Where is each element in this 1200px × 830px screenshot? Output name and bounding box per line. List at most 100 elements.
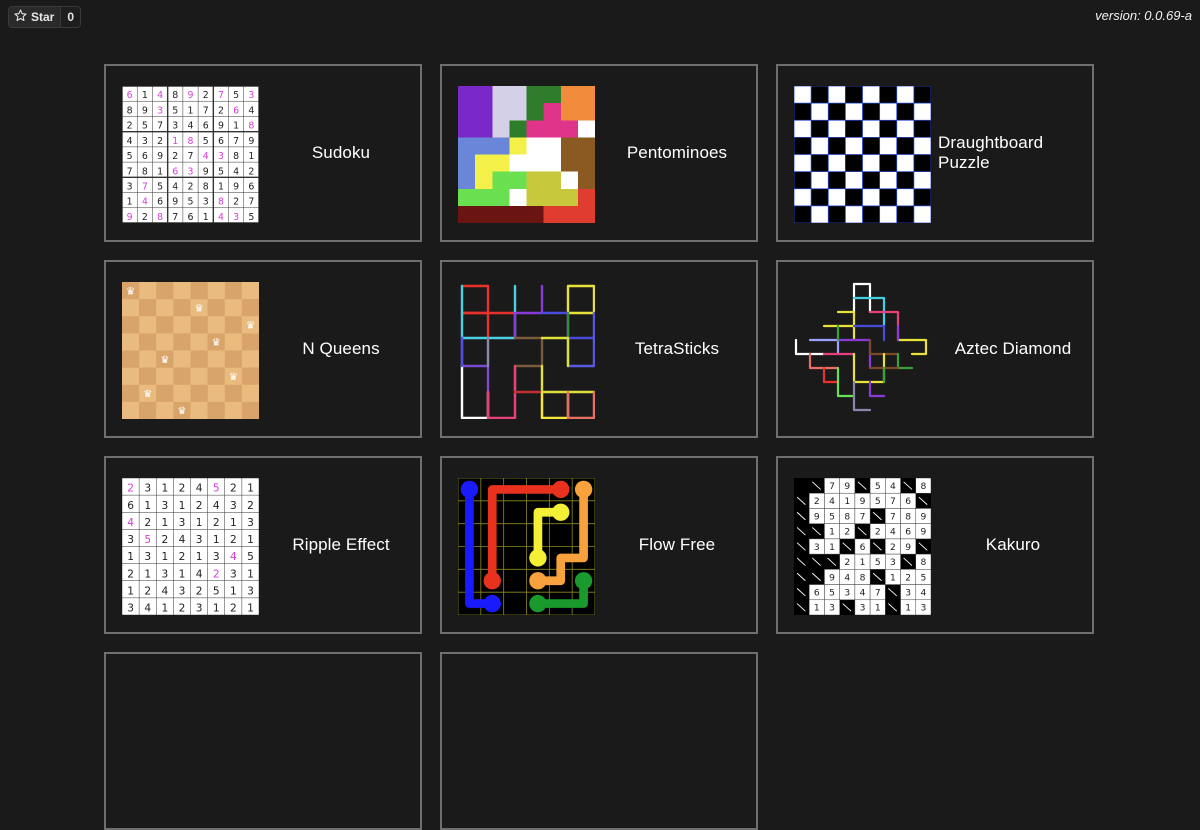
sudoku-cell: 9	[233, 182, 239, 193]
ripple-cell: 1	[213, 603, 220, 615]
board-square	[862, 205, 880, 223]
flow-endpoint	[460, 480, 479, 499]
board-square	[156, 401, 174, 419]
queen-icon: ♛	[160, 354, 169, 366]
kakuro-digit: 5	[875, 558, 881, 568]
board-square	[122, 367, 140, 386]
sudoku-cell: 4	[127, 136, 133, 147]
kakuro-cell	[915, 478, 931, 494]
queen-icon: ♛	[246, 320, 255, 332]
kakuro-digit: 9	[844, 482, 850, 492]
puzzle-card-next-2[interactable]	[440, 652, 758, 830]
queen-icon: ♛	[194, 302, 203, 314]
sudoku-cell: 3	[218, 151, 224, 162]
board-square	[207, 350, 226, 368]
board-square	[811, 120, 829, 138]
sudoku-cell: 4	[233, 166, 239, 177]
sudoku-cell: 3	[248, 90, 254, 101]
kakuro-clue-mark	[872, 511, 882, 521]
puzzle-card-aztec-diamond[interactable]: Aztec Diamond	[776, 260, 1094, 438]
puzzle-card-flow-free[interactable]: Flow Free	[440, 456, 758, 634]
flow-endpoint	[529, 549, 547, 567]
sudoku-cell: 1	[142, 90, 148, 101]
board-square	[173, 367, 191, 386]
kakuro-digit: 5	[875, 482, 881, 492]
kakuro-digit: 2	[814, 497, 820, 507]
board-square	[207, 316, 226, 334]
board-square	[122, 384, 140, 403]
sudoku-cell: 6	[203, 121, 209, 132]
board-square	[224, 384, 243, 403]
ripple-cell: 2	[230, 534, 237, 546]
sudoku-cell: 6	[172, 166, 178, 177]
sudoku-cell: 4	[188, 121, 194, 132]
sudoku-cell: 6	[233, 105, 239, 116]
sudoku-cell: 2	[248, 166, 254, 177]
board-square	[122, 282, 140, 300]
board-square	[879, 154, 897, 172]
board-square	[241, 350, 259, 368]
board-square	[913, 188, 931, 206]
ripple-cell: 2	[213, 517, 220, 529]
board-square	[862, 171, 880, 189]
ripple-cell: 1	[161, 483, 168, 495]
aztec-diamond-thumbnail	[794, 282, 931, 419]
kakuro-digit: 9	[814, 512, 820, 522]
board-square	[139, 316, 157, 334]
ripple-cell: 3	[127, 534, 134, 546]
github-star-button[interactable]: Star 0	[8, 6, 82, 28]
puzzle-card-n-queens[interactable]: ♛ ♛ ♛ ♛ ♛ ♛ ♛ ♛ N Queens	[104, 260, 422, 438]
sudoku-cell: 8	[248, 121, 254, 132]
kakuro-digit: 9	[860, 497, 866, 507]
kakuro-digit: 7	[860, 512, 866, 522]
ripple-cell: 3	[230, 568, 237, 580]
board-square	[122, 333, 140, 351]
ripple-cell: 1	[196, 517, 203, 529]
kakuro-digit: 4	[844, 573, 850, 583]
puzzle-card-tetrasticks[interactable]: TetraSticks	[440, 260, 758, 438]
puzzle-card-draughtboard[interactable]: Draughtboard Puzzle	[776, 64, 1094, 242]
star-count[interactable]: 0	[60, 7, 81, 27]
kakuro-cell	[854, 508, 871, 524]
puzzle-card-next-1[interactable]	[104, 652, 422, 830]
sudoku-cell: 3	[188, 166, 194, 177]
kakuro-cell	[900, 538, 917, 555]
star-main[interactable]: Star	[9, 7, 61, 27]
kakuro-digit: 1	[829, 543, 835, 553]
board-square	[207, 384, 226, 403]
sudoku-cell: 7	[188, 151, 194, 162]
flow-endpoint	[483, 572, 501, 590]
puzzle-card-pentominoes[interactable]: Pentominoes	[440, 64, 758, 242]
ripple-cell: 1	[161, 517, 168, 529]
kakuro-digit: 7	[890, 497, 896, 507]
sudoku-cell: 9	[142, 105, 148, 116]
ripple-cell: 1	[127, 551, 134, 563]
kakuro-digit: 1	[905, 604, 911, 614]
board-square	[139, 333, 157, 351]
draughtboard-thumbnail	[794, 86, 931, 223]
board-square	[224, 333, 243, 351]
board-square	[224, 367, 243, 386]
kakuro-digit: 1	[875, 604, 881, 614]
n-queens-thumbnail: ♛ ♛ ♛ ♛ ♛ ♛ ♛ ♛	[122, 282, 259, 419]
ripple-cell: 3	[230, 500, 237, 512]
puzzle-title: N Queens	[302, 339, 380, 358]
sudoku-cell: 8	[203, 182, 209, 193]
sudoku-cell: 2	[233, 197, 239, 208]
sudoku-cell: 3	[142, 136, 148, 147]
board-square	[173, 333, 191, 351]
kakuro-digit: 4	[829, 497, 835, 507]
ripple-cell: 3	[247, 585, 254, 597]
kakuro-clue-mark	[918, 496, 928, 505]
board-square	[173, 401, 191, 419]
kakuro-clue-mark	[857, 481, 867, 490]
kakuro-digit: 5	[875, 497, 881, 507]
sudoku-cell: 1	[157, 166, 163, 177]
ripple-cell: 1	[230, 585, 237, 597]
kakuro-digit: 2	[844, 528, 850, 538]
sudoku-cell: 5	[248, 212, 254, 223]
